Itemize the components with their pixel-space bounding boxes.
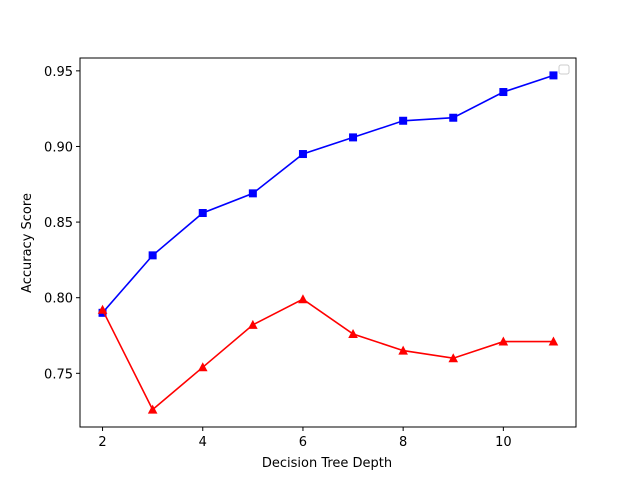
y-tick-label: 0.85 — [44, 216, 73, 231]
series-2 — [97, 294, 559, 414]
x-tick-label: 10 — [495, 435, 512, 450]
y-axis-label: Accuracy Score — [20, 193, 35, 293]
data-point — [399, 116, 408, 125]
x-tick-label: 4 — [199, 435, 207, 450]
data-point — [548, 336, 559, 346]
data-point — [298, 150, 307, 159]
data-point — [148, 251, 157, 260]
data-point — [349, 133, 358, 142]
plot-area — [79, 57, 577, 428]
data-point — [348, 328, 358, 338]
x-tick-label: 6 — [299, 435, 307, 450]
y-tick-label: 0.90 — [44, 140, 73, 155]
x-axis-label: Decision Tree Depth — [262, 456, 392, 471]
data-point — [448, 353, 459, 363]
data-point — [97, 304, 108, 314]
data-point — [499, 88, 508, 97]
data-point — [197, 362, 208, 372]
legend-box — [558, 64, 570, 75]
data-point — [248, 189, 257, 198]
series-line — [101, 74, 554, 314]
x-tick-label: 8 — [399, 435, 407, 450]
y-axis: 0.75 0.80 0.85 0.90 0.95 — [44, 65, 80, 382]
legend — [558, 64, 570, 75]
x-axis: 2 4 6 8 10 — [98, 427, 512, 450]
data-point — [248, 319, 258, 329]
data-point — [498, 336, 509, 346]
data-point — [449, 113, 458, 122]
data-point — [549, 71, 558, 80]
y-tick-label: 0.75 — [44, 367, 73, 382]
series-group — [97, 71, 559, 414]
y-tick-label: 0.95 — [44, 65, 73, 80]
data-point — [198, 209, 207, 218]
y-tick-label: 0.80 — [44, 292, 73, 307]
plot-frame — [79, 57, 577, 428]
series-line — [101, 298, 554, 411]
data-point — [298, 294, 308, 304]
data-point — [147, 404, 158, 414]
data-point — [398, 345, 408, 355]
x-tick-label: 2 — [98, 435, 106, 450]
